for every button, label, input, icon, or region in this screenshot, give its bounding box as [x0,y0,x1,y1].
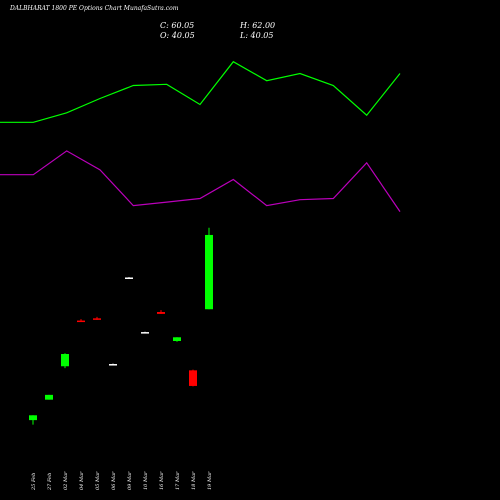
indicator-line-2 [0,150,401,212]
candle-10-mar [141,331,149,334]
x-tick-label: 02 Mar [63,471,69,490]
candle-body [157,312,165,314]
candle-04-mar [77,319,85,323]
candle-body [77,320,85,323]
x-tick-label: 25 Feb [31,473,37,491]
x-tick-label: 17 Mar [175,471,181,490]
candle-17-mar [173,337,181,342]
candle-body [141,332,149,334]
open-value: O: 40.05 [160,31,195,40]
close-value: C: 60.05 [160,21,194,30]
x-tick-label: 04 Mar [79,471,85,490]
candle-body [45,394,53,400]
candle-05-mar [93,316,101,320]
x-tick-label: 16 Mar [159,471,165,490]
x-tick-label: 27 Feb [47,473,53,491]
candle-body [93,318,101,320]
candle-body [61,354,69,367]
candle-body [29,415,37,421]
x-tick-label: 05 Mar [95,471,101,490]
candle-02-mar [61,353,69,369]
x-tick-label: 10 Mar [143,471,149,490]
candle-body [109,364,117,366]
indicator-line-1 [0,60,401,123]
candle-27-feb [45,394,53,400]
indicator-lines [0,60,401,212]
x-tick-label: 18 Mar [191,471,197,490]
x-tick-label: 06 Mar [111,471,117,490]
x-tick-label: 09 Mar [127,471,133,490]
candle-16-mar [157,310,165,314]
high-value: H: 62.00 [239,21,275,30]
candle-body [125,277,133,279]
low-value: L: 40.05 [239,31,273,40]
candle-06-mar [109,363,117,366]
candle-body [173,337,181,341]
candle-body [189,370,197,386]
chart-title: DALBHARAT 1800 PE Options Chart MunafaSu… [9,5,179,12]
candle-25-feb [29,415,37,425]
candles [29,227,213,425]
candle-body [205,234,213,310]
candle-18-mar [189,369,197,387]
candle-19-mar [205,227,213,310]
x-tick-label: 19 Mar [207,471,213,490]
x-axis-ticks: 25 Feb 27 Feb 02 Mar 04 Mar 05 Mar 06 Mar 09 M… [31,471,213,491]
candle-09-mar [125,277,133,279]
